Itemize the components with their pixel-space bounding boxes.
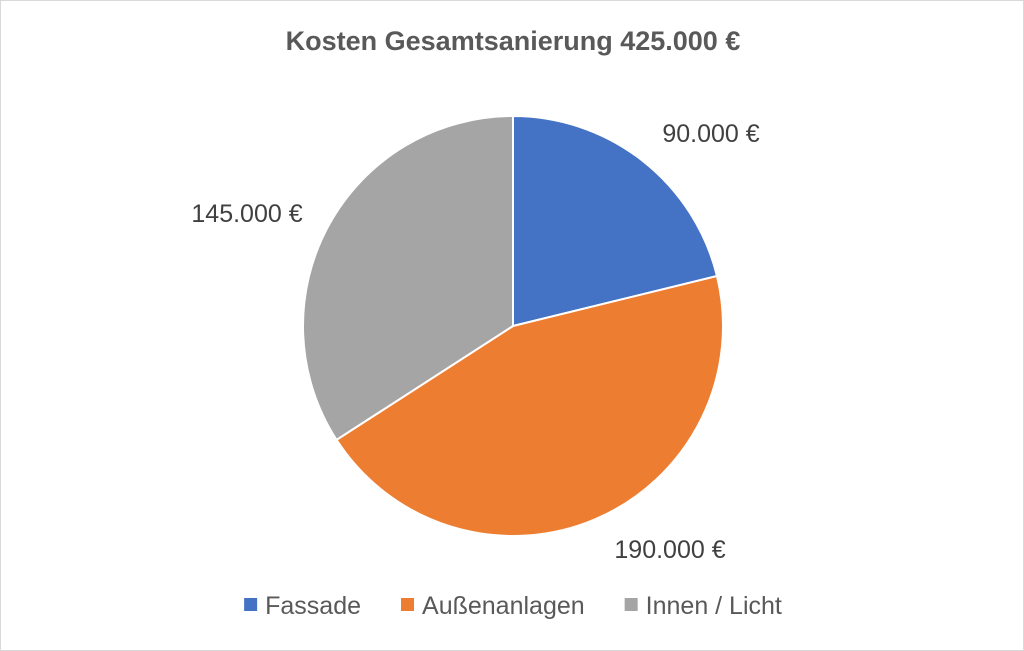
data-label: 145.000 €: [191, 200, 302, 228]
data-label: 190.000 €: [614, 536, 725, 564]
legend: Fassade Außenanlagen Innen / Licht: [244, 592, 782, 620]
legend-swatch: [244, 598, 258, 611]
data-label: 90.000 €: [662, 120, 759, 148]
legend-label: Außenanlagen: [422, 592, 585, 620]
legend-swatch: [401, 598, 415, 611]
legend-label: Fassade: [265, 592, 361, 620]
pie-slice-außenanlagen: [335, 274, 724, 537]
legend-label: Innen / Licht: [646, 592, 782, 620]
chart-title: Kosten Gesamtsanierung 425.000 €: [286, 26, 741, 56]
data-labels: 90.000 € 190.000 € 145.000 €: [191, 120, 759, 564]
pie-slice-fassade: [512, 114, 719, 328]
pie-slices: [302, 114, 724, 537]
legend-swatch: [624, 598, 638, 611]
pie-slice-innen-licht: [302, 114, 514, 442]
